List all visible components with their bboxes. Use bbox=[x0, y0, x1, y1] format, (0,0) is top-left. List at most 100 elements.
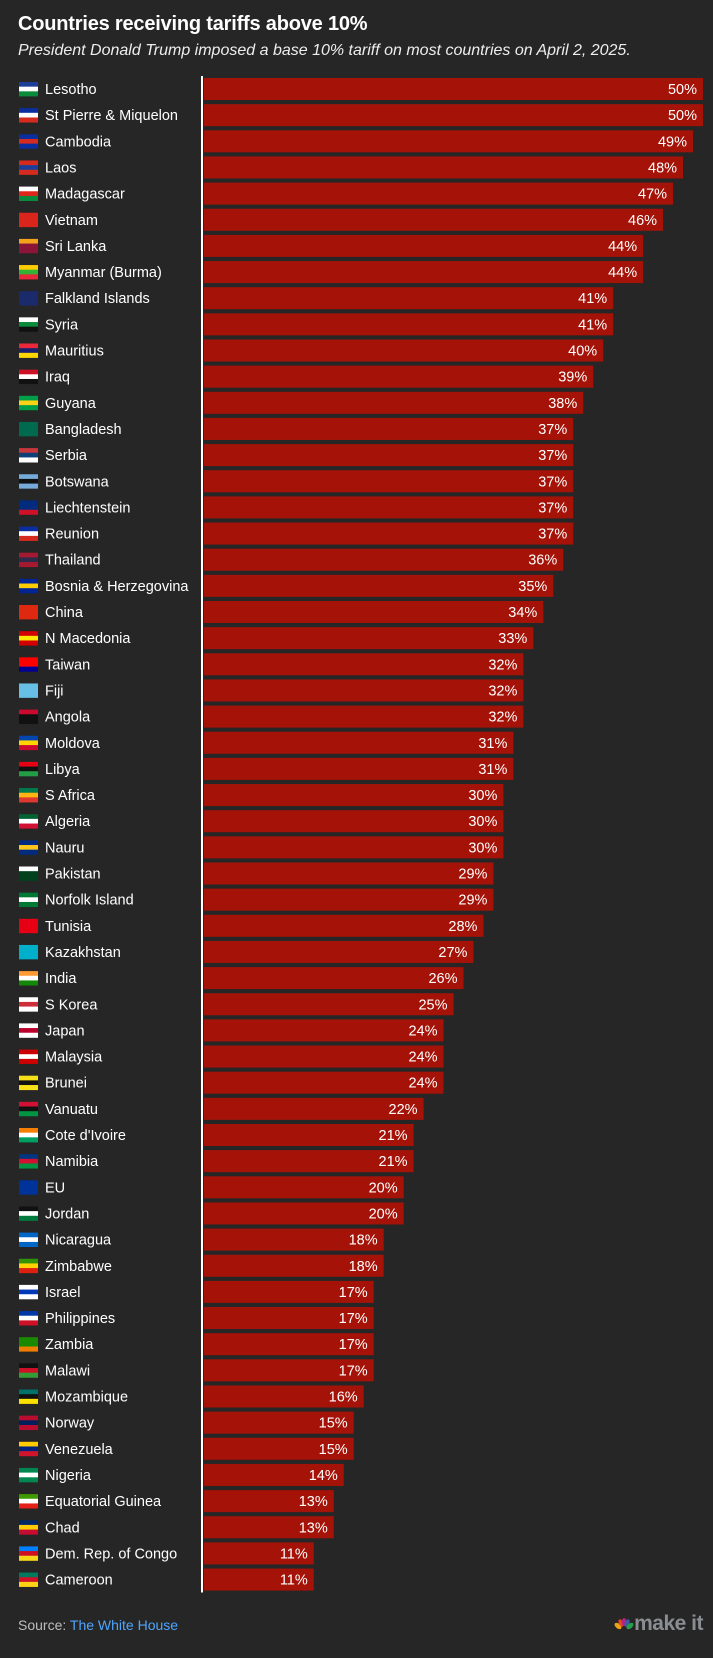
flag-icon bbox=[19, 1363, 38, 1378]
flag-icon bbox=[19, 474, 38, 489]
bar bbox=[204, 1071, 444, 1094]
bar bbox=[204, 601, 544, 623]
category-label: Nauru bbox=[45, 840, 85, 856]
flag-icon bbox=[19, 186, 38, 201]
bar bbox=[204, 470, 574, 493]
data-label: 18% bbox=[349, 1259, 378, 1275]
bar bbox=[204, 679, 524, 702]
data-label: 24% bbox=[408, 1076, 437, 1092]
data-label: 41% bbox=[578, 317, 607, 333]
bar bbox=[204, 1359, 374, 1382]
category-label: Angola bbox=[45, 710, 91, 726]
category-label: Madagascar bbox=[45, 187, 125, 203]
data-label: 24% bbox=[408, 1050, 437, 1066]
bar bbox=[204, 862, 494, 885]
category-label: Malawi bbox=[45, 1363, 90, 1379]
data-label: 39% bbox=[558, 370, 587, 386]
category-label: Cambodia bbox=[45, 134, 112, 150]
bar bbox=[204, 130, 694, 153]
data-label: 30% bbox=[468, 814, 497, 830]
flag-icon bbox=[19, 500, 38, 515]
data-label: 32% bbox=[488, 710, 517, 726]
flag-icon bbox=[19, 1337, 38, 1352]
data-label: 18% bbox=[349, 1233, 378, 1249]
bar bbox=[204, 731, 514, 754]
bar bbox=[204, 208, 664, 231]
bar bbox=[204, 757, 514, 780]
bar bbox=[204, 1176, 404, 1199]
bar bbox=[204, 1516, 334, 1539]
source-link[interactable]: The White House bbox=[69, 1617, 179, 1633]
source-label: Source: bbox=[18, 1617, 70, 1633]
category-label: Pakistan bbox=[45, 867, 101, 883]
flag-icon bbox=[19, 291, 38, 306]
category-label: Israel bbox=[45, 1285, 80, 1301]
flag-icon bbox=[19, 343, 38, 358]
flag-icon bbox=[19, 1311, 38, 1326]
flag-icon bbox=[19, 160, 38, 175]
flag-icon bbox=[19, 866, 38, 881]
data-label: 30% bbox=[468, 788, 497, 804]
flag-icon bbox=[19, 1415, 38, 1431]
data-label: 20% bbox=[369, 1180, 398, 1196]
category-label: Liechtenstein bbox=[45, 500, 130, 516]
bar bbox=[204, 1463, 344, 1486]
flag-icon bbox=[19, 997, 38, 1012]
bar bbox=[204, 1411, 354, 1434]
bar bbox=[204, 914, 484, 937]
bar bbox=[204, 444, 574, 467]
data-label: 30% bbox=[468, 840, 497, 856]
bar bbox=[204, 888, 494, 911]
bar bbox=[204, 627, 534, 650]
data-label: 24% bbox=[408, 1023, 437, 1039]
bar bbox=[204, 1568, 314, 1591]
flag-icon bbox=[19, 1546, 38, 1561]
flag-icon bbox=[19, 657, 38, 672]
bar bbox=[204, 1254, 384, 1277]
flag-icon bbox=[19, 1284, 38, 1300]
data-label: 29% bbox=[458, 893, 487, 909]
bar bbox=[204, 339, 604, 362]
data-label: 34% bbox=[508, 605, 537, 621]
category-label: Iraq bbox=[45, 370, 70, 386]
flag-icon bbox=[19, 369, 38, 385]
category-label: Laos bbox=[45, 160, 76, 176]
category-label: Brunei bbox=[45, 1076, 87, 1092]
bar bbox=[204, 1097, 424, 1120]
flag-icon bbox=[19, 421, 38, 437]
category-label: Norfolk Island bbox=[45, 893, 134, 909]
bar bbox=[204, 156, 684, 179]
category-label: Equatorial Guinea bbox=[45, 1494, 162, 1510]
data-label: 11% bbox=[280, 1573, 308, 1589]
flag-icon bbox=[19, 134, 38, 149]
flag-icon bbox=[19, 1389, 38, 1404]
bar bbox=[204, 653, 524, 676]
bar bbox=[204, 940, 474, 963]
data-label: 40% bbox=[568, 344, 597, 360]
bar bbox=[204, 1280, 374, 1303]
bar bbox=[204, 548, 564, 571]
chart-subtitle: President Donald Trump imposed a base 10… bbox=[18, 42, 631, 59]
category-label: China bbox=[45, 605, 84, 621]
category-label: Jordan bbox=[45, 1206, 89, 1222]
category-label: EU bbox=[45, 1180, 65, 1196]
data-label: 37% bbox=[538, 500, 567, 516]
data-label: 17% bbox=[339, 1311, 368, 1327]
bar bbox=[204, 1333, 374, 1356]
bar bbox=[204, 1124, 414, 1146]
category-label: Nigeria bbox=[45, 1468, 92, 1484]
category-label: Dem. Rep. of Congo bbox=[45, 1546, 177, 1562]
data-label: 35% bbox=[518, 579, 547, 595]
flag-icon bbox=[19, 788, 38, 803]
category-label: India bbox=[45, 971, 77, 987]
category-label: Mauritius bbox=[45, 344, 104, 360]
flag-icon bbox=[19, 1049, 38, 1064]
flag-icon bbox=[19, 605, 38, 620]
flag-icon bbox=[19, 1180, 38, 1195]
chart-title: Countries receiving tariffs above 10% bbox=[18, 13, 368, 35]
flag-icon bbox=[19, 840, 38, 855]
data-label: 46% bbox=[628, 213, 657, 229]
bar bbox=[204, 993, 454, 1016]
data-label: 21% bbox=[379, 1154, 408, 1170]
category-label: Zimbabwe bbox=[45, 1259, 112, 1275]
